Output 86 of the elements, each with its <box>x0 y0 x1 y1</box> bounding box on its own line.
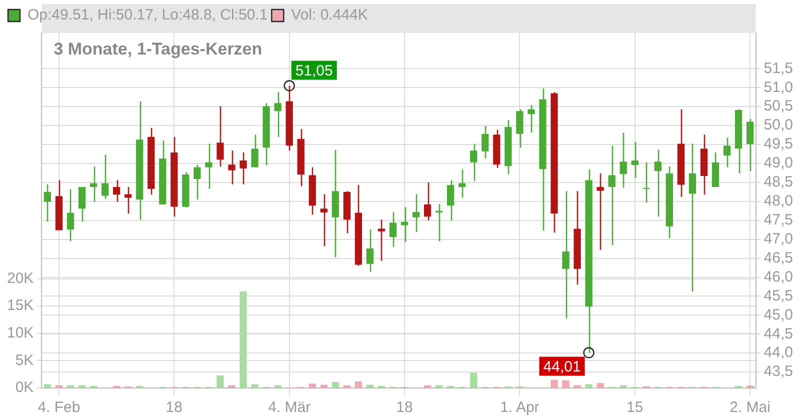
y-tick-label: 47,5 <box>764 212 794 228</box>
y-tick-label: 44,0 <box>764 344 794 362</box>
candlestick <box>240 152 247 185</box>
candlestick <box>723 137 731 168</box>
x-tick-label: 4. Feb <box>38 399 80 416</box>
bar <box>366 384 374 388</box>
bar <box>216 375 224 388</box>
bar <box>354 381 362 388</box>
candlestick <box>251 134 258 168</box>
candlestick <box>194 164 201 200</box>
candlestick <box>631 141 638 179</box>
y-tick-label: 45,0 <box>764 306 794 324</box>
candlestick <box>44 184 52 222</box>
candlestick <box>596 172 604 251</box>
bar <box>550 380 558 388</box>
candlestick <box>424 182 432 222</box>
candlestick <box>435 203 443 242</box>
candlestick <box>412 194 420 233</box>
candlestick <box>516 108 524 148</box>
candlestick <box>101 154 109 200</box>
candlestick <box>228 150 236 185</box>
candlestick <box>274 92 282 138</box>
candlestick <box>688 143 696 292</box>
bar <box>308 384 316 388</box>
y-tick-label: 48,0 <box>764 192 794 210</box>
candlestick <box>124 186 132 214</box>
candlestick <box>642 162 650 204</box>
legend-label: Vol: 0.444K <box>291 6 368 24</box>
candlestick <box>470 143 478 182</box>
y-tick-label: 44,5 <box>764 325 794 342</box>
candlestick <box>389 211 397 248</box>
y-tick-label: 48,5 <box>764 174 794 191</box>
candlestick <box>378 218 386 262</box>
y-tick-label: 50,0 <box>764 116 794 134</box>
x-tick-label: 1. Apr <box>500 399 540 416</box>
y2-tick-label: 10K <box>6 324 34 342</box>
y-tick-label: 43,5 <box>764 363 794 380</box>
bar <box>585 384 592 388</box>
y-tick-label: 51,0 <box>764 78 794 96</box>
candlestick <box>216 106 224 168</box>
bar <box>562 380 570 388</box>
candlestick <box>562 190 570 319</box>
candlestick <box>458 168 466 198</box>
candlestick <box>112 180 120 202</box>
candlestick <box>205 143 212 190</box>
bar <box>240 291 247 388</box>
candlestick <box>620 132 627 188</box>
y-tick-label: 49,5 <box>764 136 794 153</box>
y2-tick-label: 5K <box>15 352 34 369</box>
y2-tick-label: 20K <box>6 270 34 287</box>
candlestick <box>482 125 489 159</box>
candlestick <box>320 194 328 247</box>
bar <box>251 384 258 388</box>
y2-tick-label: 15K <box>6 297 34 314</box>
y-tick-label: 46,0 <box>764 268 794 286</box>
y-tick-label: 50,5 <box>764 98 794 115</box>
candlestick <box>78 186 86 222</box>
y-tick-label: 47,0 <box>764 230 794 248</box>
y-tick-label: 45,5 <box>764 287 794 304</box>
candlestick <box>746 118 754 172</box>
candlestick <box>66 188 74 242</box>
candlestick <box>90 166 98 202</box>
bar <box>332 382 339 388</box>
candlestick <box>654 149 662 218</box>
x-tick-label: 4. Mär <box>268 399 311 416</box>
annotation: 44,01 <box>543 358 581 376</box>
bar <box>470 372 478 388</box>
x-tick-label: 18 <box>166 399 182 416</box>
legend-label: Op:49.51, Hi:50.17, Lo:48.8, Cl:50.1 <box>28 6 268 24</box>
candlestick <box>400 206 408 243</box>
candlestick <box>608 144 616 246</box>
y-tick-label: 49,0 <box>764 154 794 172</box>
x-tick-label: 2. Mai <box>730 399 770 416</box>
bar <box>320 384 328 388</box>
y2-tick-label: 0K <box>15 379 34 396</box>
candlestick <box>447 180 454 222</box>
y-tick-label: 46,5 <box>764 249 794 266</box>
x-tick-label: 15 <box>626 399 644 416</box>
candlestick <box>366 228 374 273</box>
annotation: 51,05 <box>295 62 333 80</box>
chart-title: 3 Monate, 1-Tages-Kerzen <box>54 40 262 59</box>
x-tick-label: 18 <box>396 399 413 416</box>
candlestick <box>528 104 535 134</box>
y-tick-label: 51,5 <box>764 60 794 77</box>
bar <box>596 383 604 388</box>
bar <box>44 384 52 388</box>
